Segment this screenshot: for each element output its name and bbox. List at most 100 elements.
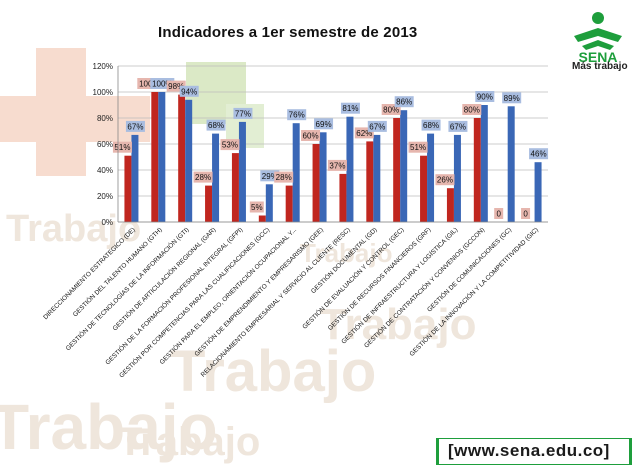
y-tick-label: 20% [97, 192, 113, 201]
bar [473, 118, 481, 222]
data-label-bg [274, 171, 294, 183]
y-tick-label: 40% [97, 166, 113, 175]
bar [158, 92, 166, 222]
data-label: 69% [316, 120, 332, 129]
sena-logo: SENA [574, 12, 622, 65]
data-label-bg [314, 118, 334, 130]
watermark-word: Trabajo [300, 238, 393, 268]
data-label: 100% [139, 80, 159, 89]
bar [319, 132, 327, 222]
data-label: 90% [477, 93, 493, 102]
data-label-bg [166, 80, 186, 92]
bar [238, 121, 246, 222]
watermark-word: Trabajo [118, 420, 261, 464]
bar [131, 134, 139, 222]
data-label: 46% [531, 150, 547, 159]
bar [231, 153, 239, 222]
data-label: 80% [464, 106, 480, 115]
data-label-bg [150, 78, 175, 89]
watermark-word: Trabajo [0, 391, 218, 463]
website-url[interactable]: [www.sena.edu.co] [448, 441, 610, 460]
data-label: 51% [410, 143, 426, 152]
data-label-bg [340, 102, 360, 114]
bar [265, 184, 273, 222]
data-label-bg [494, 208, 504, 219]
bg-cross-horizontal [0, 96, 150, 142]
data-label-bg [394, 96, 414, 108]
bar [534, 162, 542, 222]
bar [366, 141, 374, 222]
x-tick-label: DIRECCIONAMIENTO ESTRATEGICO (DE) [42, 226, 137, 321]
data-label-bg [179, 85, 199, 97]
data-label-bg [193, 171, 213, 183]
watermark-word: Trabajo [6, 208, 142, 250]
y-tick-label: 80% [97, 114, 113, 123]
data-label: 29% [262, 172, 278, 181]
data-label: 94% [181, 87, 197, 96]
bar [480, 105, 488, 222]
y-tick-label: 60% [97, 140, 113, 149]
data-label: 5% [251, 203, 263, 212]
data-label-bg [462, 104, 482, 115]
data-label-bg [448, 120, 468, 132]
bar [346, 116, 354, 222]
x-tick-label: GESTIÓN DE CONTRATACIÓN Y CONVENIOS (GCC… [362, 225, 487, 350]
data-label-bg [233, 107, 253, 119]
data-label: 80% [383, 106, 399, 115]
svg-text:SENA: SENA [579, 49, 618, 65]
bar [393, 118, 401, 222]
bar [185, 99, 193, 222]
data-label: 81% [342, 104, 358, 113]
data-label: 51% [114, 143, 130, 152]
bar [339, 173, 347, 222]
bar [446, 188, 454, 222]
data-label-bg [301, 130, 321, 141]
bar [212, 133, 220, 222]
data-label: 86% [396, 98, 412, 107]
data-label: 53% [222, 141, 238, 150]
data-label: 28% [276, 173, 292, 182]
slogan: Más trabajo [572, 61, 628, 72]
data-label: 100% [152, 80, 172, 89]
bar [124, 155, 132, 222]
data-label-bg [421, 119, 441, 131]
data-label-bg [249, 201, 264, 213]
x-tick-label: GESTIÓN DE TECNOLOGÍAS DE LA INFORMACIÓN… [63, 225, 190, 352]
bar [312, 144, 320, 222]
bar [258, 215, 266, 222]
data-label: 67% [369, 122, 385, 131]
data-label: 89% [504, 94, 520, 103]
url-frame [436, 438, 632, 465]
data-label-bg [529, 148, 549, 160]
bar [178, 94, 186, 222]
data-label: 0 [496, 210, 501, 219]
bar [292, 123, 300, 222]
data-label-bg [137, 78, 162, 89]
y-tick-label: 120% [93, 62, 113, 71]
bar [420, 155, 428, 222]
data-label: 77% [235, 109, 251, 118]
bar [400, 110, 408, 222]
data-label: 67% [450, 122, 466, 131]
watermark-word: Trabajo [320, 300, 477, 349]
data-label-bg [381, 104, 401, 115]
data-label-bg [502, 92, 522, 104]
bar [373, 134, 381, 222]
x-tick-label: GESTIÓN DE EMPRENDIMIENTO Y EMPRESARISMO… [192, 225, 325, 358]
data-label-bg [112, 141, 132, 153]
bar [285, 185, 293, 222]
data-label: 98% [168, 82, 184, 91]
bar [507, 106, 515, 222]
data-label-bg [220, 139, 240, 151]
data-label-bg [327, 159, 347, 171]
data-label-bg [475, 91, 495, 102]
data-label: 68% [208, 121, 224, 130]
data-label: 76% [289, 111, 305, 120]
bar [453, 134, 461, 222]
data-label-bg [206, 119, 226, 131]
data-label-bg [367, 120, 387, 132]
data-label: 0 [523, 210, 528, 219]
bar [427, 133, 435, 222]
data-label: 60% [303, 132, 319, 141]
